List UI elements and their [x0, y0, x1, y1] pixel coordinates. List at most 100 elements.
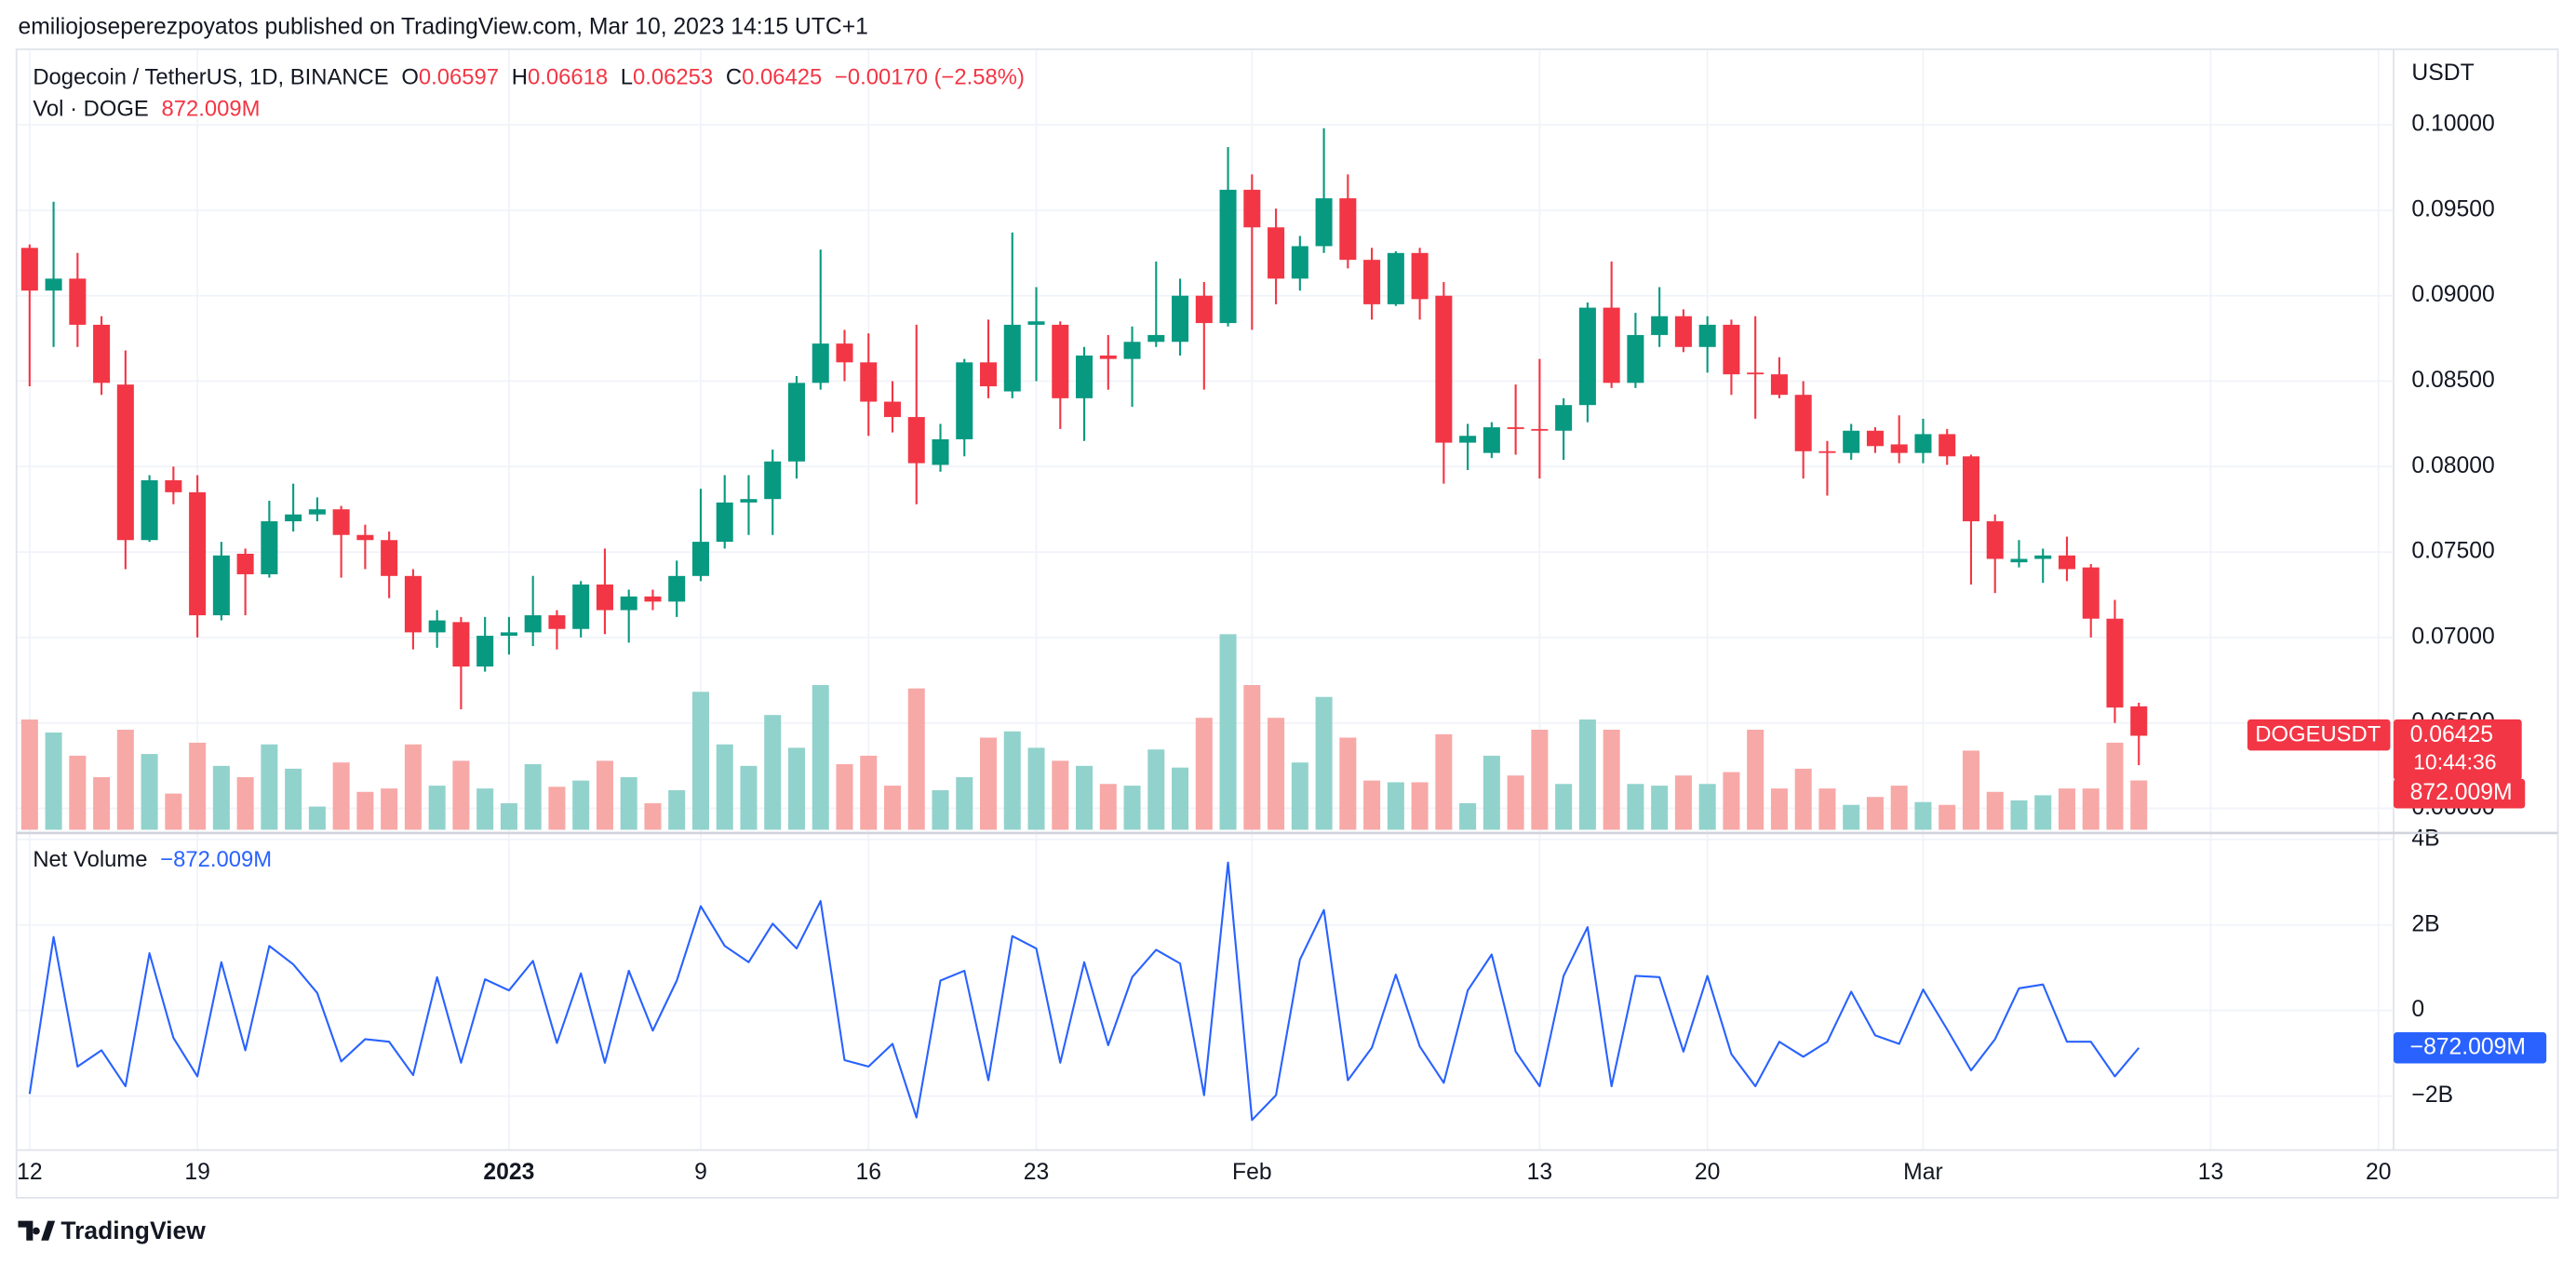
- candle-body: [1435, 295, 1453, 443]
- candle-body: [189, 491, 207, 616]
- candle-body: [740, 499, 758, 503]
- volume-bar: [212, 765, 230, 830]
- candle-body: [261, 521, 278, 574]
- legend-change: −0.00170 (−2.58%): [835, 65, 1025, 90]
- candle-body: [2082, 567, 2100, 619]
- candle-body: [932, 438, 949, 465]
- price-tag-bg: [2394, 719, 2522, 781]
- candle-body: [836, 343, 853, 363]
- volume-bar: [500, 802, 517, 830]
- candle-body: [1674, 316, 1692, 347]
- volume-bar: [165, 793, 182, 830]
- volume-legend-value: 872.009M: [162, 97, 261, 122]
- volume-bar: [428, 786, 446, 830]
- legend-high-label: H: [512, 65, 528, 90]
- volume-bar: [93, 776, 111, 830]
- volume-bar: [1435, 733, 1453, 830]
- volume-bar: [1603, 729, 1620, 830]
- volume-bar: [1027, 747, 1045, 830]
- candle-body: [716, 502, 733, 543]
- volume-bar: [596, 760, 613, 830]
- candle-body: [1243, 189, 1261, 228]
- volume-bar: [1003, 731, 1021, 830]
- candle-body: [1099, 355, 1117, 359]
- x-tick-label: 12: [17, 1160, 42, 1185]
- y-tick-label: 0.09000: [2411, 282, 2494, 307]
- volume-bar: [956, 776, 973, 830]
- volume-bar: [1268, 718, 1285, 830]
- volume-bar: [932, 789, 949, 830]
- net-volume-tag: −872.009M: [2410, 1034, 2526, 1059]
- candle-body: [1363, 260, 1381, 304]
- x-tick-label: Feb: [1232, 1160, 1272, 1185]
- volume-bar: [787, 747, 805, 830]
- volume-tag-bg: [2394, 778, 2526, 809]
- candle-body: [1411, 252, 1429, 300]
- candle-body: [69, 278, 87, 325]
- candle-body: [691, 542, 709, 576]
- volume-bar: [1818, 788, 1836, 830]
- volume-bar: [1651, 786, 1669, 830]
- net-volume-legend-value: −872.009M: [160, 847, 272, 872]
- volume-legend: Vol · DOGE 872.009M: [33, 97, 260, 122]
- x-tick-label: 13: [1527, 1160, 1552, 1185]
- candle-body: [980, 362, 998, 387]
- candle-body: [236, 553, 254, 574]
- volume-bar: [1243, 684, 1261, 830]
- volume-bar: [1890, 786, 1908, 830]
- candle-body: [1507, 427, 1524, 429]
- volume-bar: [2058, 788, 2076, 830]
- volume-bar: [1147, 749, 1165, 830]
- volume-bar: [476, 788, 494, 830]
- volume-bar: [2082, 788, 2100, 830]
- candle-body: [1459, 436, 1477, 443]
- y-tick-label: 0.08000: [2411, 453, 2494, 478]
- candle-body: [141, 479, 158, 541]
- candle-body: [1794, 395, 1812, 451]
- candle-body: [1843, 430, 1860, 453]
- candle-body: [1698, 324, 1716, 347]
- candle-body: [1268, 227, 1285, 279]
- candle-body: [500, 632, 517, 637]
- candle-body: [1291, 246, 1308, 279]
- volume-bar: [2034, 795, 2052, 830]
- x-tick-label: 13: [2198, 1160, 2223, 1185]
- candle-body: [1939, 434, 1956, 457]
- volume-bar: [332, 762, 350, 830]
- volume-bar: [308, 806, 326, 830]
- volume-bar: [69, 755, 87, 830]
- candle-body: [572, 584, 590, 629]
- candle-body: [1339, 198, 1357, 261]
- candle-body: [596, 584, 613, 611]
- volume-bar: [116, 729, 134, 830]
- volume-bar: [572, 780, 590, 830]
- candle-body: [212, 555, 230, 616]
- x-tick-label: 2023: [483, 1160, 534, 1185]
- logo-mark: [18, 1220, 56, 1241]
- volume-bar: [1459, 802, 1477, 830]
- candle-body: [2106, 618, 2124, 708]
- candle-body: [764, 461, 782, 500]
- volume-bar: [1674, 775, 1692, 830]
- volume-bar: [1387, 782, 1404, 830]
- volume-bar: [404, 744, 422, 830]
- candle-body: [308, 509, 326, 515]
- candle-body: [1818, 450, 1836, 453]
- candle-body: [1651, 316, 1669, 335]
- candle-body: [644, 596, 662, 602]
- volume-bar: [1843, 804, 1860, 830]
- volume-bar: [836, 764, 853, 830]
- volume-bar: [980, 737, 998, 830]
- volume-bar: [812, 684, 829, 830]
- candle-body: [1962, 456, 1979, 522]
- candle-body: [165, 479, 182, 492]
- candle-body: [1003, 324, 1021, 392]
- net-tick-label: 2B: [2411, 911, 2439, 936]
- axis-tags: DOGEUSDT 0.06425 10:44:36 872.009M −872.009M: [2247, 719, 2547, 1064]
- candle-body: [93, 324, 111, 383]
- volume-bar: [20, 719, 38, 830]
- candle-body: [1723, 324, 1740, 375]
- candle-body: [404, 575, 422, 633]
- candle-body: [2010, 558, 2028, 563]
